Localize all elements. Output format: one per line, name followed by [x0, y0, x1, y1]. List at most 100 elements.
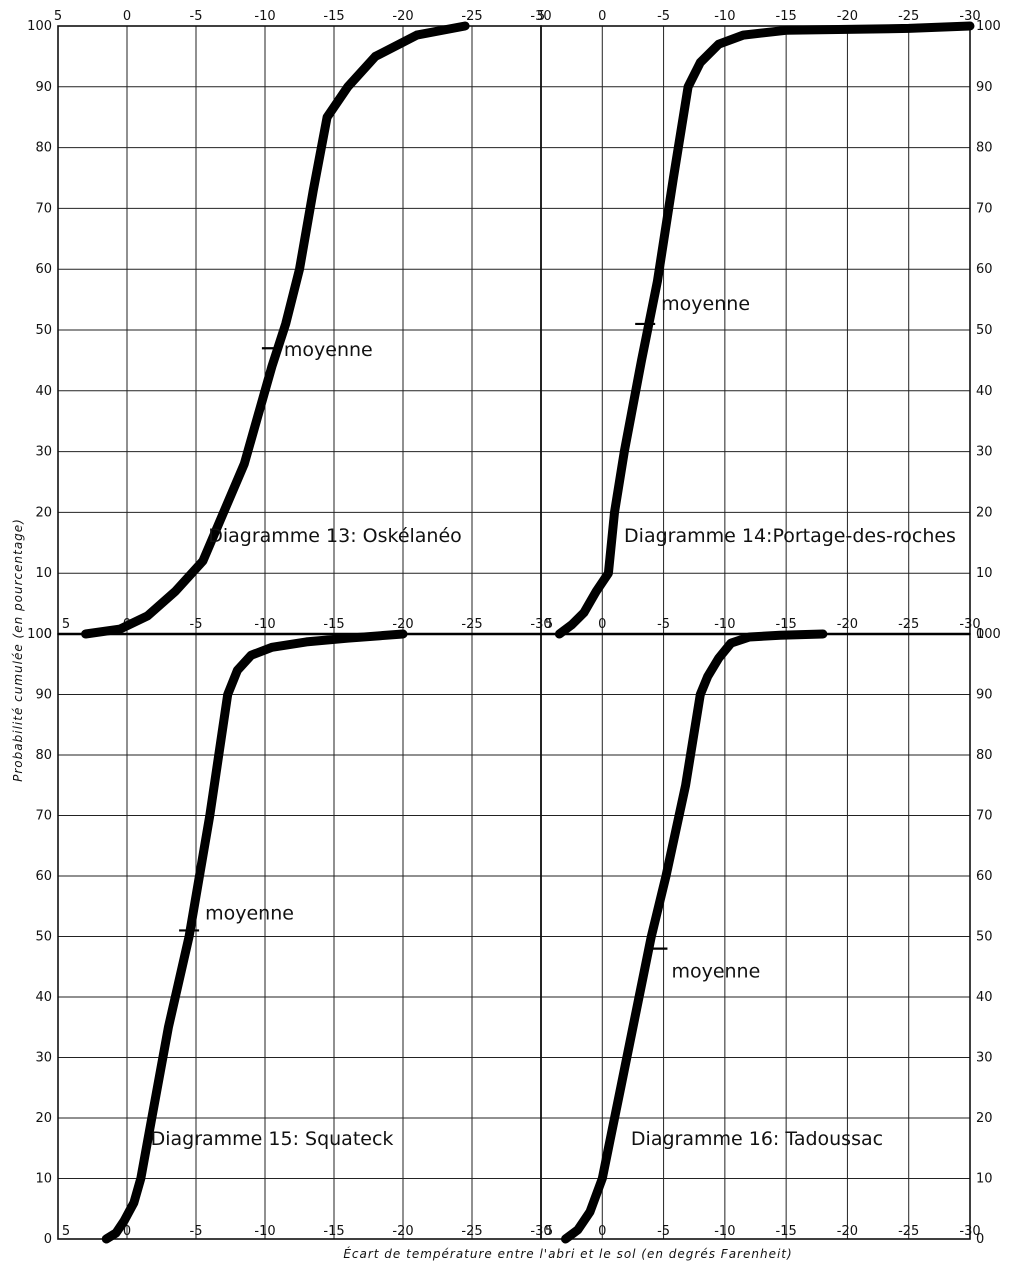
y-tick-label: 40: [35, 384, 52, 399]
mean-label: moyenne: [205, 902, 294, 924]
y-tick-label: 100: [27, 627, 52, 642]
y-tick-label: 30: [35, 445, 52, 460]
x-tick-label: -15: [776, 617, 797, 632]
x-tick-label: -30: [530, 9, 551, 24]
y-tick-label: 20: [35, 1111, 52, 1126]
mean-label: moyenne: [661, 293, 750, 315]
x-tick-label: -20: [837, 9, 858, 24]
x-tick-label: -5: [657, 9, 670, 24]
x-tick-label: -15: [323, 1224, 344, 1239]
x-tick-label: -20: [837, 617, 858, 632]
y-tick-label: 60: [976, 869, 993, 884]
panel-title: Diagramme 15: Squateck: [151, 1128, 394, 1150]
x-tick-label: -5: [657, 1224, 670, 1239]
x-tick-label: 5: [54, 9, 62, 24]
x-tick-label: -25: [461, 9, 482, 24]
x-tick-label: -15: [776, 1224, 797, 1239]
x-tick-label: -25: [461, 1224, 482, 1239]
y-tick-label: 20: [976, 505, 993, 520]
y-tick-label: 0: [976, 1232, 984, 1247]
x-tick-label: -10: [714, 617, 735, 632]
x-tick-label: -5: [190, 9, 203, 24]
y-tick-label: 0: [44, 1232, 52, 1247]
x-tick-label: -5: [190, 617, 203, 632]
y-tick-label: 70: [35, 809, 52, 824]
x-tick-label: -15: [776, 9, 797, 24]
x-tick-label: 0: [123, 1224, 131, 1239]
x-tick-label: -25: [898, 617, 919, 632]
cumulative-curve: [81, 21, 470, 639]
y-tick-label: 10: [35, 1172, 52, 1187]
panel-title: Diagramme 13: Oskélanéo: [208, 525, 462, 547]
y-tick-label: 80: [35, 141, 52, 156]
x-tick-label: -5: [190, 1224, 203, 1239]
x-tick-label: -10: [714, 9, 735, 24]
y-tick-label: 60: [35, 869, 52, 884]
y-tick-label: 90: [976, 80, 993, 95]
y-axis-label: Probabilité cumulée (en pourcentage): [11, 518, 25, 782]
y-tick-label: 60: [35, 262, 52, 277]
x-tick-label: -5: [657, 617, 670, 632]
x-tick-label: 5: [62, 617, 70, 632]
y-tick-label: 30: [35, 1051, 52, 1066]
y-tick-label: 60: [976, 262, 993, 277]
x-tick-label: -25: [898, 9, 919, 24]
x-tick-label: -15: [323, 9, 344, 24]
y-tick-label: 70: [976, 809, 993, 824]
y-tick-label: 100: [976, 19, 1001, 34]
x-tick-label: 0: [598, 9, 606, 24]
y-tick-label: 40: [35, 990, 52, 1005]
x-tick-label: -25: [898, 1224, 919, 1239]
x-tick-label: 5: [545, 1224, 553, 1239]
x-tick-label: -15: [323, 617, 344, 632]
y-tick-label: 80: [976, 141, 993, 156]
x-tick-label: -20: [392, 617, 413, 632]
y-tick-label: 20: [35, 505, 52, 520]
cumulative-curve: [554, 21, 975, 639]
mean-label: moyenne: [284, 339, 373, 361]
x-tick-label: 5: [62, 1224, 70, 1239]
x-tick-label: -30: [959, 1224, 980, 1239]
y-tick-label: 50: [976, 930, 993, 945]
y-tick-label: 20: [976, 1111, 993, 1126]
mean-label: moyenne: [671, 961, 760, 983]
y-tick-label: 10: [976, 566, 993, 581]
x-axis-label: Écart de température entre l'abri et le …: [343, 1246, 792, 1261]
x-tick-label: 5: [537, 9, 545, 24]
panel-title: Diagramme 14:Portage-des-roches: [624, 525, 956, 547]
x-tick-label: 0: [598, 617, 606, 632]
y-tick-label: 50: [35, 323, 52, 338]
x-tick-label: -10: [254, 9, 275, 24]
y-tick-label: 80: [976, 748, 993, 763]
y-tick-label: 90: [976, 688, 993, 703]
y-tick-label: 70: [35, 201, 52, 216]
chart-panel-1: 01020304050607080901005500-5-5-10-10-15-…: [27, 9, 551, 642]
x-tick-label: -10: [254, 617, 275, 632]
x-tick-label: -20: [392, 9, 413, 24]
y-tick-label: 40: [976, 384, 993, 399]
y-tick-label: 0: [976, 627, 984, 642]
x-tick-label: 0: [598, 1224, 606, 1239]
x-tick-label: -10: [254, 1224, 275, 1239]
y-tick-label: 100: [27, 19, 52, 34]
y-tick-label: 100: [976, 627, 1001, 642]
x-tick-label: -10: [714, 1224, 735, 1239]
x-tick-label: 0: [123, 9, 131, 24]
y-tick-label: 30: [976, 1051, 993, 1066]
y-tick-label: 0: [44, 627, 52, 642]
y-tick-label: 50: [976, 323, 993, 338]
y-tick-label: 90: [35, 80, 52, 95]
panels: 01020304050607080901005500-5-5-10-10-15-…: [27, 9, 1001, 1247]
y-tick-label: 10: [35, 566, 52, 581]
y-tick-label: 90: [35, 688, 52, 703]
x-tick-label: -20: [837, 1224, 858, 1239]
y-tick-label: 80: [35, 748, 52, 763]
y-tick-label: 30: [976, 445, 993, 460]
x-tick-label: 5: [545, 617, 553, 632]
y-tick-label: 50: [35, 930, 52, 945]
cumulative-curve: [101, 629, 408, 1244]
y-tick-label: 10: [976, 1172, 993, 1187]
x-tick-label: -30: [959, 617, 980, 632]
